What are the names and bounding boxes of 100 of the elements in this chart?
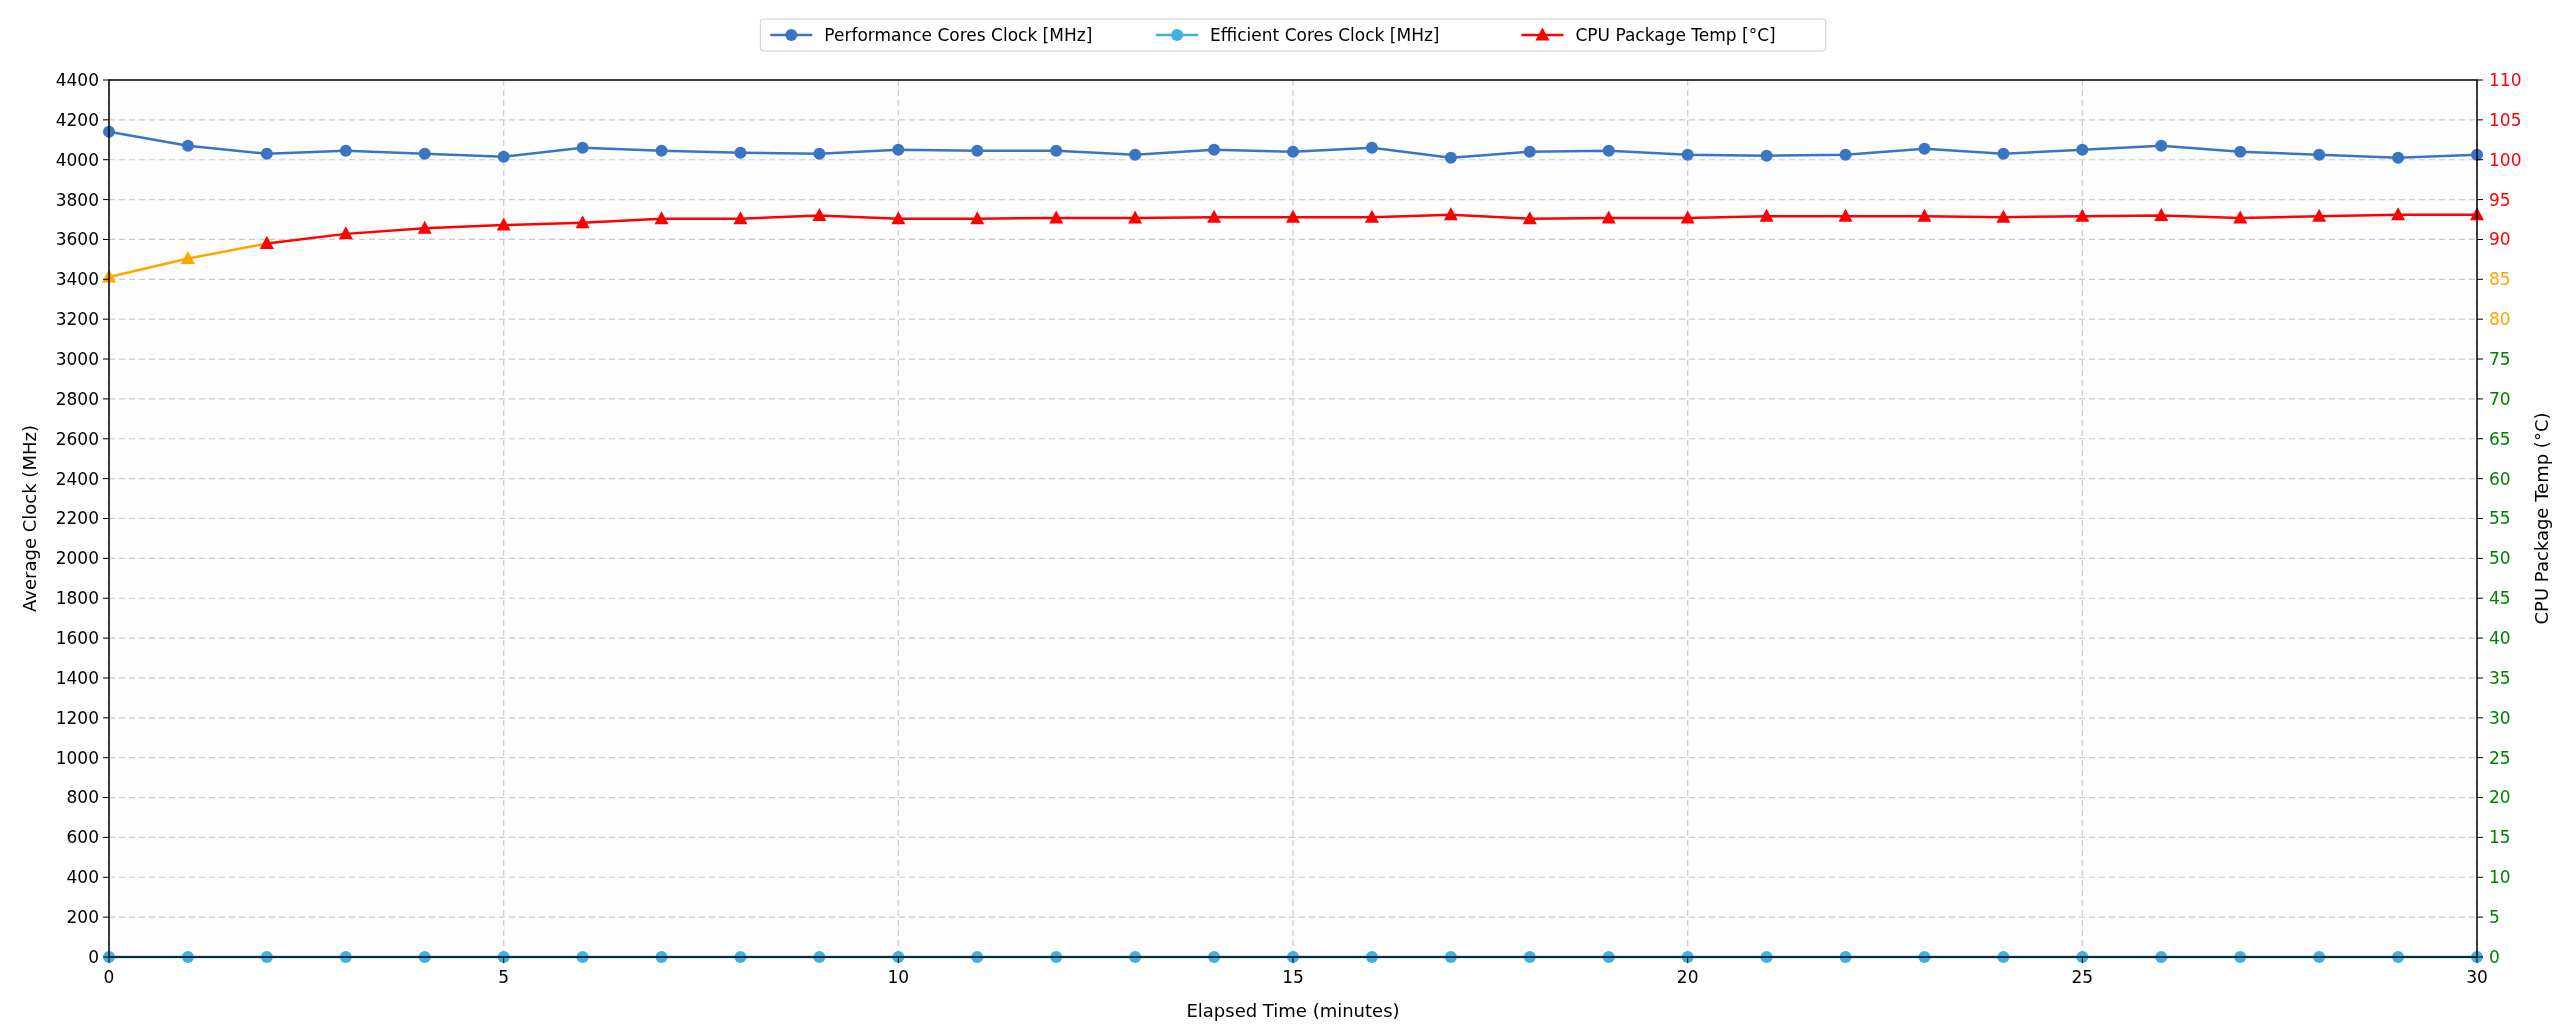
y-tick-label: 1200 — [55, 707, 99, 728]
point — [260, 147, 273, 160]
legend-label: Performance Cores Clock [MHz] — [824, 24, 1093, 45]
legend-label: CPU Package Temp [°C] — [1575, 24, 1776, 45]
point — [2234, 145, 2247, 158]
point — [1759, 208, 1774, 222]
y2-tick-label: 70 — [2489, 388, 2511, 409]
point — [1522, 211, 1537, 225]
y2-tick-label: 0 — [2489, 946, 2500, 967]
y2-tick-label: 90 — [2489, 229, 2511, 250]
y-tick-label: 0 — [88, 946, 99, 967]
y-axis-title: Average Clock (MHz) — [19, 425, 40, 612]
x-tick-label: 30 — [2466, 967, 2488, 987]
point — [812, 208, 827, 222]
x-tick-label: 20 — [1676, 967, 1699, 987]
legend-label: Efficient Cores Clock [MHz] — [1210, 24, 1440, 45]
point — [2392, 151, 2405, 164]
y-tick-label: 1400 — [55, 667, 99, 688]
y-tick-label: 2000 — [55, 548, 99, 569]
point — [1760, 149, 1773, 162]
y-tick-label: 3400 — [55, 269, 99, 290]
y-tick-label: 2800 — [55, 388, 99, 409]
point — [1364, 209, 1379, 223]
y-tick-label: 1800 — [55, 588, 99, 609]
x-tick-label: 0 — [103, 967, 115, 987]
point — [1129, 148, 1142, 161]
y2-tick-label: 35 — [2489, 667, 2511, 688]
point — [576, 141, 589, 154]
y2-tick-label: 75 — [2489, 349, 2511, 369]
point — [1286, 209, 1300, 223]
point — [655, 144, 668, 157]
point — [338, 226, 353, 240]
point — [1601, 210, 1616, 224]
y2-tick-label: 95 — [2489, 189, 2511, 210]
y2-tick-label: 5 — [2489, 907, 2500, 928]
point — [1681, 148, 1694, 161]
point — [1128, 210, 1143, 224]
point — [2076, 143, 2089, 156]
y2-axis-title: CPU Package Temp (°C) — [2531, 412, 2552, 625]
point — [1365, 141, 1378, 154]
point — [2313, 148, 2326, 161]
point — [1443, 207, 1458, 221]
y2-tick-label: 100 — [2489, 149, 2522, 170]
y2-tick-label: 110 — [2489, 69, 2522, 90]
y-tick-label: 1000 — [55, 747, 99, 768]
y-tick-label: 2400 — [55, 468, 99, 489]
x-tick-label: 5 — [498, 967, 510, 987]
point — [1444, 151, 1457, 164]
point — [971, 144, 984, 157]
point — [1287, 145, 1299, 158]
point — [733, 211, 748, 225]
point — [497, 150, 510, 163]
y-tick-label: 2200 — [55, 508, 99, 529]
x-tick-label: 10 — [887, 967, 910, 987]
point — [2154, 208, 2169, 222]
y2-tick-label: 30 — [2489, 707, 2511, 728]
y2-tick-label: 60 — [2489, 468, 2511, 489]
point — [339, 144, 352, 157]
y-tick-label: 600 — [66, 827, 99, 848]
point — [1838, 208, 1853, 222]
y-tick-label: 400 — [66, 867, 99, 888]
point — [1997, 147, 2010, 160]
y-tick-label: 3800 — [55, 189, 99, 210]
point — [1523, 145, 1536, 158]
point — [417, 220, 432, 234]
y2-tick-label: 25 — [2489, 747, 2511, 768]
y-tick-label: 4000 — [55, 149, 99, 170]
x-tick-label: 15 — [1282, 967, 1304, 987]
y-tick-label: 1600 — [55, 628, 99, 649]
y2-tick-label: 45 — [2489, 588, 2511, 609]
y2-tick-label: 55 — [2489, 508, 2511, 529]
y2-tick-label: 80 — [2489, 309, 2511, 330]
point — [2233, 210, 2248, 224]
point — [2391, 207, 2406, 221]
point — [418, 147, 431, 160]
y-tick-label: 3000 — [55, 349, 99, 369]
point — [891, 211, 906, 225]
point — [1208, 143, 1221, 156]
x-axis-title: Elapsed Time (minutes) — [1186, 1000, 1400, 1021]
point — [1680, 210, 1695, 224]
point — [654, 211, 669, 225]
point — [181, 139, 194, 152]
point — [2312, 208, 2327, 222]
point — [1917, 208, 1932, 222]
point — [1050, 144, 1063, 157]
point — [2075, 208, 2090, 222]
y-tick-label: 3200 — [55, 309, 99, 330]
y-tick-label: 800 — [66, 787, 99, 808]
point — [813, 147, 826, 160]
point — [1049, 210, 1064, 224]
y-tick-label: 4400 — [55, 69, 99, 90]
point — [1918, 142, 1931, 155]
x-tick-label: 25 — [2071, 967, 2094, 987]
point — [496, 217, 511, 231]
point — [1207, 209, 1222, 223]
y2-tick-label: 65 — [2489, 428, 2511, 449]
point — [2155, 139, 2168, 152]
y2-tick-label: 15 — [2489, 827, 2511, 848]
point — [1839, 148, 1852, 161]
y2-tick-label: 20 — [2489, 787, 2511, 808]
